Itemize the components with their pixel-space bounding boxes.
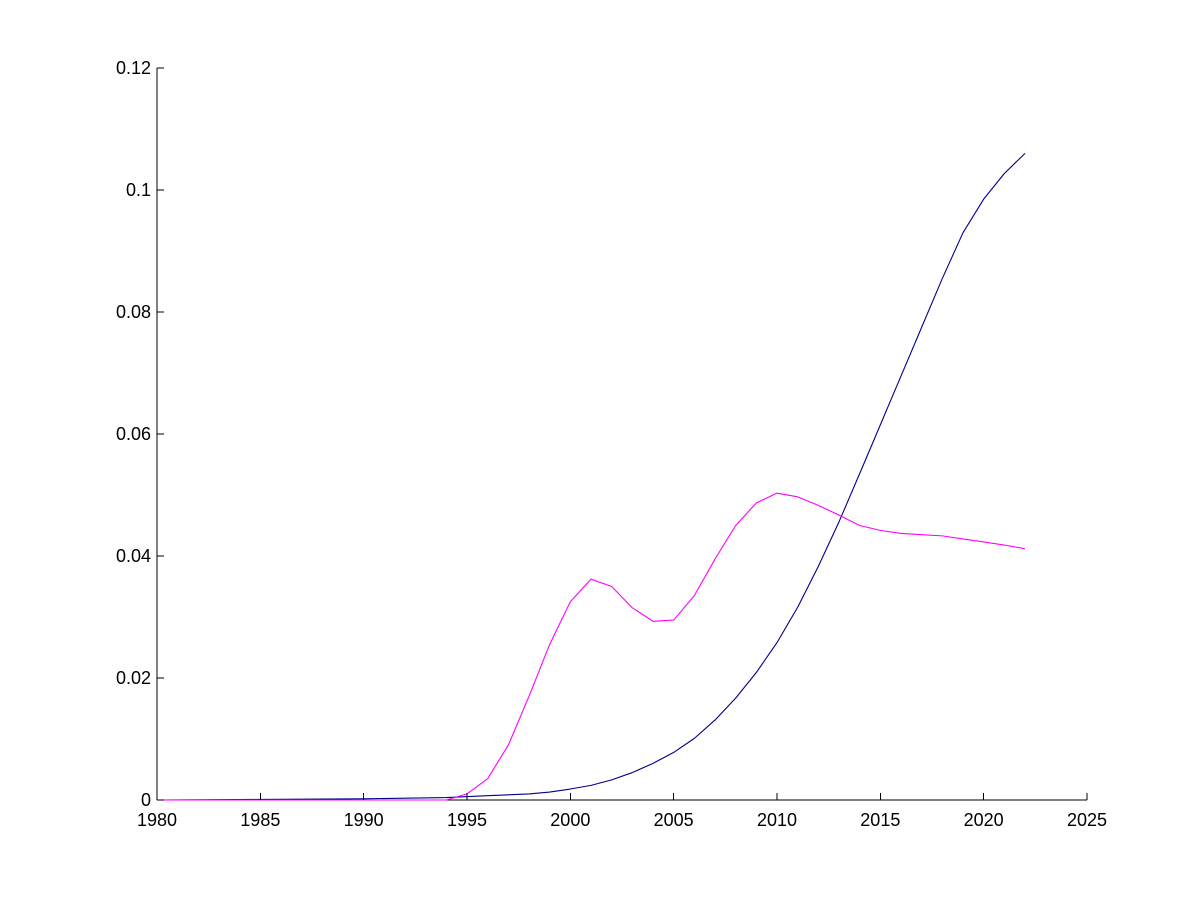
series-line-2 bbox=[157, 492, 1026, 801]
axes bbox=[156, 68, 1087, 801]
y-axis-ticks: 0 0.02 0.04 0.06 0.08 0.1 0.12 bbox=[116, 58, 164, 810]
x-tick-label: 1985 bbox=[240, 810, 280, 830]
y-tick-label: 0.02 bbox=[116, 668, 151, 688]
x-tick-label: 2015 bbox=[860, 810, 900, 830]
y-tick-label: 0.04 bbox=[116, 546, 151, 566]
y-tick-label: 0 bbox=[141, 790, 151, 810]
x-tick-label: 2005 bbox=[654, 810, 694, 830]
series-line-1 bbox=[156, 153, 1026, 801]
x-tick-label: 2010 bbox=[757, 810, 797, 830]
x-axis-ticks: 1980 1985 1990 1995 2000 2005 2010 2015 2020 2025 bbox=[137, 793, 1107, 830]
x-tick-label: 2025 bbox=[1067, 810, 1107, 830]
x-tick-label: 1990 bbox=[344, 810, 384, 830]
x-tick-label: 1980 bbox=[137, 810, 177, 830]
x-tick-label: 1995 bbox=[447, 810, 487, 830]
y-tick-label: 0.08 bbox=[116, 302, 151, 322]
series-lines bbox=[156, 153, 1026, 801]
y-tick-label: 0.12 bbox=[116, 58, 151, 78]
y-tick-label: 0.1 bbox=[126, 180, 151, 200]
x-tick-label: 2020 bbox=[964, 810, 1004, 830]
y-tick-label: 0.06 bbox=[116, 424, 151, 444]
x-tick-label: 2000 bbox=[550, 810, 590, 830]
